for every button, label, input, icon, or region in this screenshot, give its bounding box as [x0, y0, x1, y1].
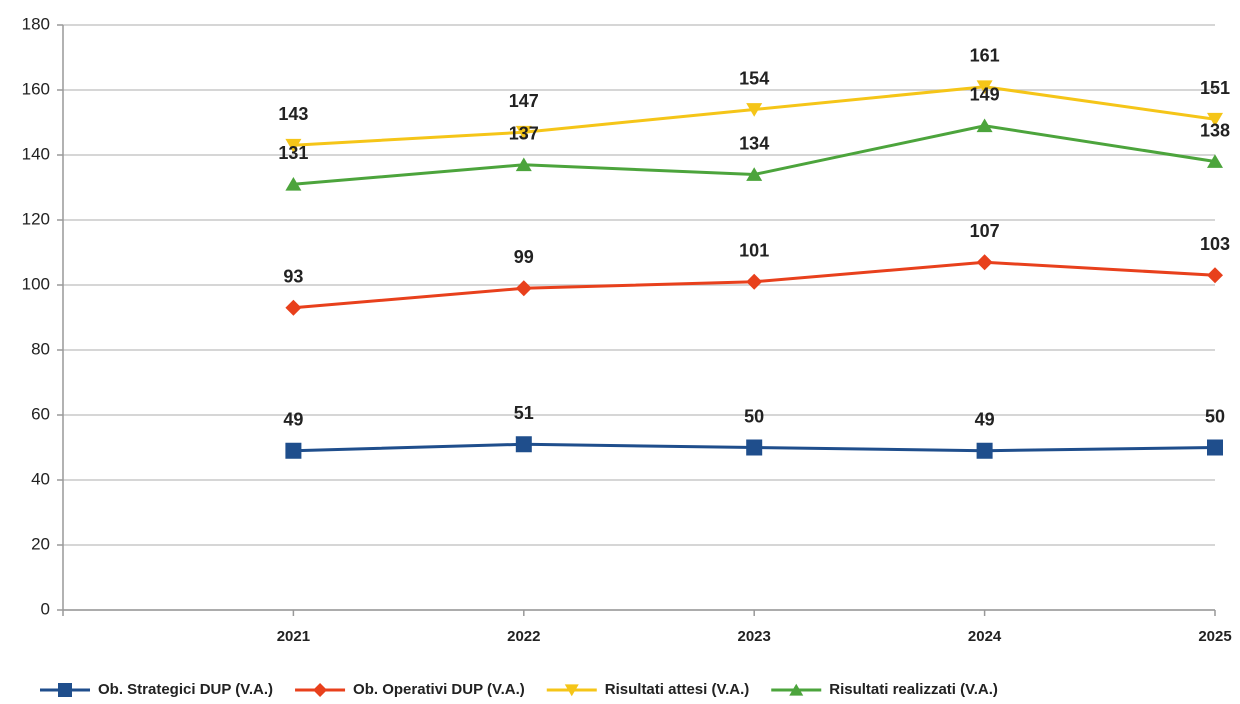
marker [515, 280, 532, 297]
data-label: 143 [278, 104, 308, 124]
marker [789, 683, 804, 696]
marker [285, 299, 302, 316]
marker [1207, 439, 1223, 456]
data-label: 50 [744, 406, 764, 426]
y-tick-label: 120 [22, 209, 50, 228]
marker [746, 273, 763, 290]
legend-item: Ob. Strategici DUP (V.A.) [40, 681, 273, 698]
y-tick-label: 180 [22, 14, 50, 33]
marker [515, 436, 532, 453]
legend-label: Ob. Strategici DUP (V.A.) [98, 681, 273, 698]
marker [285, 177, 302, 191]
y-tick-label: 60 [31, 404, 50, 423]
legend-label: Risultati attesi (V.A.) [605, 681, 749, 698]
marker [58, 683, 72, 697]
marker [746, 439, 763, 456]
data-label: 51 [514, 403, 534, 423]
y-tick-label: 40 [31, 469, 50, 488]
marker [1207, 267, 1223, 284]
marker [515, 125, 532, 140]
y-tick-label: 140 [22, 144, 50, 163]
legend-label: Risultati realizzati (V.A.) [829, 681, 998, 698]
data-label: 107 [970, 221, 1000, 241]
data-label: 131 [278, 143, 308, 163]
data-label: 49 [975, 410, 995, 430]
marker [976, 118, 993, 133]
y-tick-label: 100 [22, 274, 50, 293]
y-tick-label: 20 [31, 534, 50, 553]
y-tick-label: 80 [31, 339, 50, 358]
data-label: 147 [509, 91, 539, 111]
data-label: 154 [739, 68, 769, 88]
series: 143 147 154 161 151 [278, 46, 1230, 153]
x-tick-label: 2023 [738, 628, 771, 645]
marker [1207, 154, 1223, 168]
y-tick-label: 160 [22, 79, 50, 98]
data-label: 149 [970, 85, 1000, 105]
marker [564, 684, 579, 697]
marker [976, 80, 993, 94]
x-tick-label: 2021 [277, 628, 310, 645]
data-label: 138 [1200, 120, 1230, 140]
marker [976, 442, 993, 459]
marker [976, 254, 993, 271]
marker [746, 103, 763, 117]
data-label: 103 [1200, 234, 1230, 254]
series: 131 137 134 149 138 [278, 85, 1230, 191]
marker [1207, 112, 1223, 127]
data-label: 137 [509, 124, 539, 144]
data-label: 151 [1200, 78, 1230, 98]
marker [515, 157, 532, 172]
legend-label: Ob. Operativi DUP (V.A.) [353, 681, 525, 698]
series: 93 99 101 107 103 [283, 221, 1230, 316]
marker [285, 442, 302, 459]
legend-item: Risultati attesi (V.A.) [546, 681, 749, 698]
data-label: 134 [739, 133, 769, 153]
x-tick-label: 2022 [507, 628, 540, 645]
data-label: 101 [739, 241, 769, 261]
data-label: 50 [1205, 406, 1225, 426]
data-label: 93 [283, 267, 303, 287]
x-tick-label: 2025 [1198, 628, 1231, 645]
x-tick-label: 2024 [968, 628, 1002, 645]
marker [313, 683, 328, 697]
data-label: 99 [514, 247, 534, 267]
y-tick-label: 0 [41, 599, 50, 618]
data-label: 161 [970, 46, 1000, 66]
data-label: 49 [283, 410, 303, 430]
series: 49 51 50 49 50 [283, 403, 1225, 459]
legend-item: Ob. Operativi DUP (V.A.) [295, 681, 525, 698]
legend-item: Risultati realizzati (V.A.) [771, 681, 998, 698]
marker [285, 138, 302, 153]
marker [746, 167, 763, 181]
